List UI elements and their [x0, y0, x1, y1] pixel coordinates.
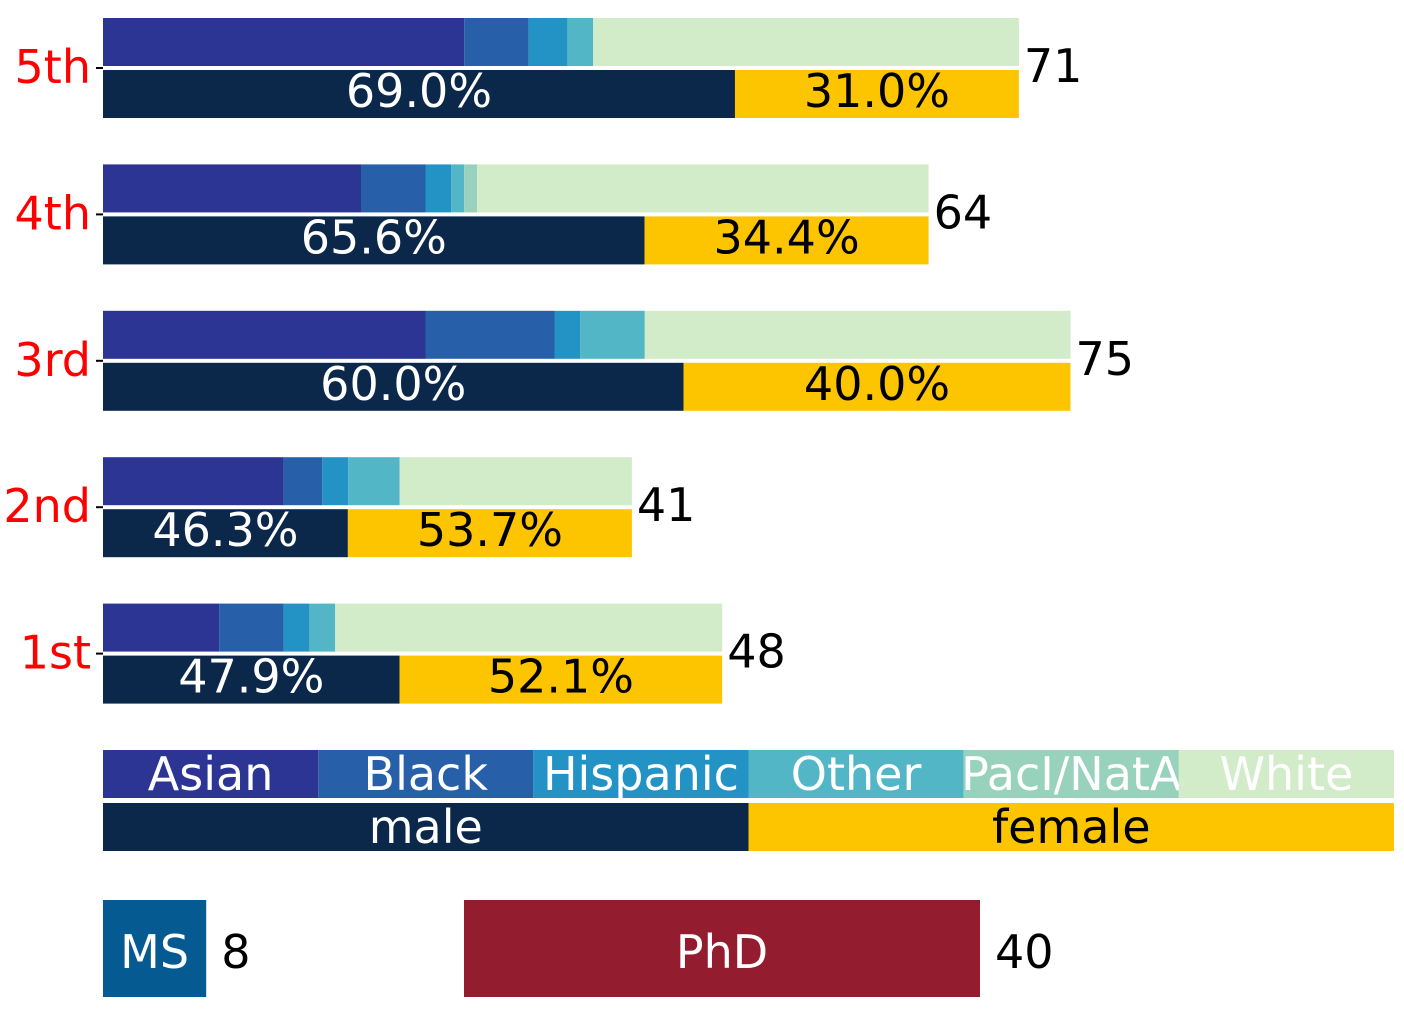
ethnicity-bar-3rd-hispanic [554, 310, 581, 359]
ethnicity-bar-5th-asian [103, 18, 465, 66]
ethnicity-bar-2nd-hispanic [322, 457, 349, 506]
degree-count-ms: 8 [221, 925, 250, 979]
legend-label-female: female [992, 800, 1151, 854]
degree-label-ms: MS [120, 925, 189, 979]
legend-swatch-white [1178, 750, 1394, 798]
category-label-2nd: 2nd [3, 479, 91, 533]
ethnicity-bar-2nd-other [348, 457, 400, 506]
gender-label-5th-male: 69.0% [346, 64, 492, 118]
category-label-5th: 5th [15, 40, 91, 94]
ethnicity-bar-4th-asian [103, 164, 361, 213]
gender-bar-5th-female [734, 70, 1019, 118]
ethnicity-bar-1st-white [335, 603, 723, 652]
ethnicity-bar-4th-black [361, 164, 426, 213]
ethnicity-bar-3rd-asian [103, 310, 426, 359]
degree-bar-ms [103, 900, 207, 997]
gender-label-1st-male: 47.9% [178, 650, 324, 704]
ethnicity-bar-5th-white [593, 18, 1019, 66]
category-label-1st: 1st [20, 626, 91, 680]
total-label-1st: 48 [727, 625, 786, 679]
legend-label-black: Black [364, 747, 489, 801]
gender-label-2nd-male: 46.3% [152, 503, 298, 557]
legend-swatch-female [748, 803, 1394, 851]
legend-swatch-male [103, 803, 749, 851]
ethnicity-bar-1st-asian [103, 603, 220, 652]
total-label-3rd: 75 [1076, 332, 1135, 386]
legend-swatch-paci-nata [963, 750, 1179, 798]
legend-label-paci-nata: PacI/NatA [961, 747, 1182, 801]
ethnicity-bar-4th-white [477, 164, 929, 213]
ethnicity-bar-3rd-black [425, 310, 555, 359]
legend-swatch-asian [103, 750, 319, 798]
legend-swatch-hispanic [533, 750, 749, 798]
ethnicity-bar-5th-other [567, 18, 594, 66]
gender-label-3rd-male: 60.0% [320, 357, 466, 411]
gender-bar-4th-male [103, 216, 645, 265]
gender-label-4th-female: 34.4% [714, 210, 860, 264]
ethnicity-bar-2nd-black [283, 457, 323, 506]
gender-bar-4th-female [644, 216, 929, 265]
total-label-5th: 71 [1024, 39, 1083, 93]
gender-label-2nd-female: 53.7% [417, 503, 563, 557]
ethnicity-bar-3rd-white [644, 310, 1071, 359]
ethnicity-bar-4th-paci-nata [464, 164, 478, 213]
ethnicity-bar-1st-other [309, 603, 336, 652]
legend-label-other: Other [791, 747, 922, 801]
total-label-4th: 64 [934, 185, 993, 239]
ethnicity-bar-4th-hispanic [425, 164, 452, 213]
ethnicity-bar-4th-other [451, 164, 465, 213]
gender-bar-5th-male [103, 70, 735, 118]
legend-label-hispanic: Hispanic [543, 747, 739, 801]
gender-bar-1st-female [399, 655, 723, 704]
legend-label-male: male [369, 800, 483, 854]
gender-label-3rd-female: 40.0% [804, 357, 950, 411]
ethnicity-bar-1st-black [219, 603, 284, 652]
gender-bar-2nd-male [103, 509, 348, 558]
gender-bar-3rd-male [103, 362, 684, 411]
legend-label-white: White [1220, 747, 1354, 801]
ethnicity-bar-2nd-white [399, 457, 632, 506]
ethnicity-bar-1st-hispanic [283, 603, 310, 652]
ethnicity-bar-5th-black [464, 18, 529, 66]
ethnicity-bar-2nd-asian [103, 457, 284, 506]
category-label-4th: 4th [15, 186, 91, 240]
gender-label-4th-male: 65.6% [301, 210, 447, 264]
gender-bar-1st-male [103, 655, 400, 704]
legend-swatch-black [318, 750, 534, 798]
ethnicity-bar-5th-hispanic [528, 18, 568, 66]
degree-label-phd: PhD [676, 925, 768, 979]
legend-swatch-other [748, 750, 964, 798]
gender-label-5th-female: 31.0% [804, 64, 950, 118]
legend-label-asian: Asian [148, 747, 274, 801]
gender-bar-3rd-female [683, 362, 1071, 411]
ethnicity-bar-3rd-other [580, 310, 645, 359]
degree-count-phd: 40 [995, 925, 1054, 979]
gender-bar-2nd-female [347, 509, 632, 558]
category-label-3rd: 3rd [14, 333, 91, 387]
total-label-2nd: 41 [637, 478, 696, 532]
gender-label-1st-female: 52.1% [488, 650, 634, 704]
degree-bar-phd [464, 900, 980, 997]
